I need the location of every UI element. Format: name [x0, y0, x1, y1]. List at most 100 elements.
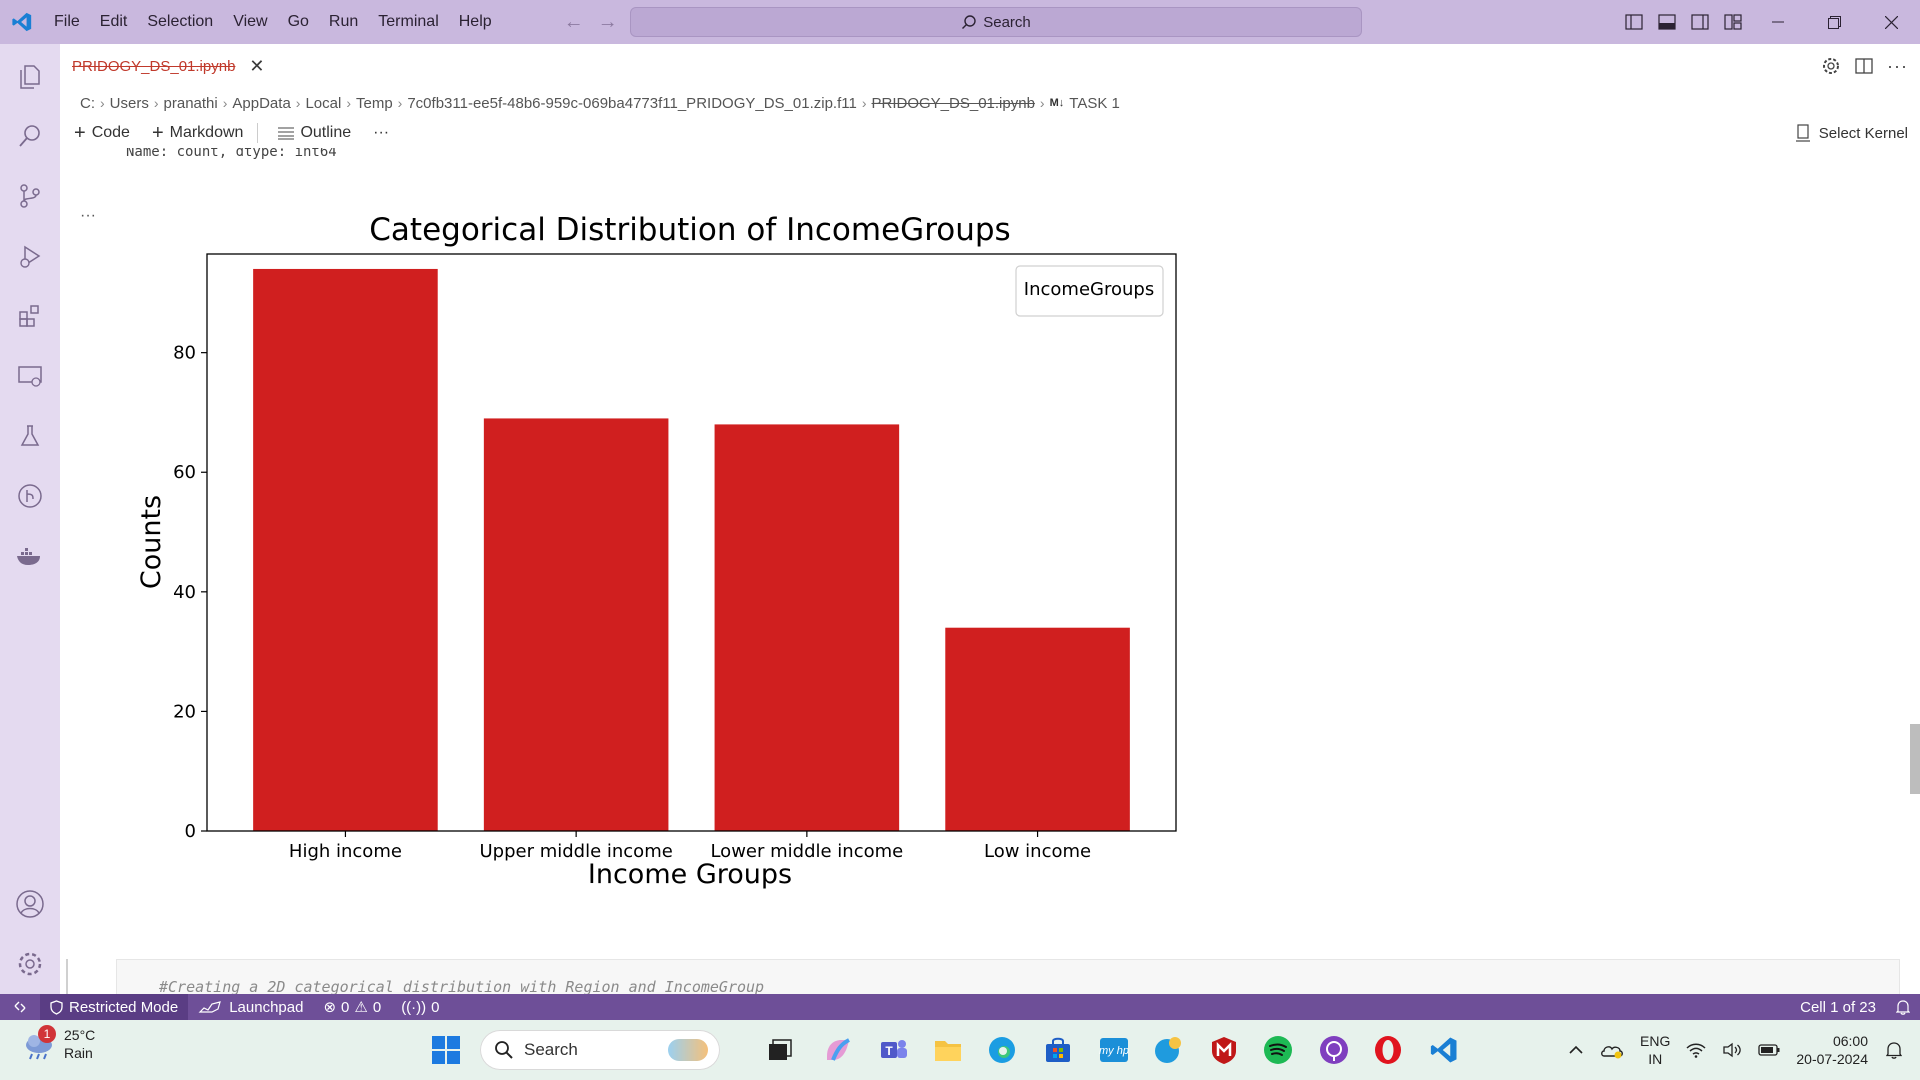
toolbar-divider	[257, 123, 259, 143]
show-hidden-icons-chevron-icon[interactable]	[1560, 1045, 1592, 1055]
settings-gear-icon[interactable]	[1821, 56, 1841, 76]
feedback-app-icon[interactable]	[1150, 1032, 1186, 1068]
search-view-icon[interactable]	[0, 112, 60, 160]
y-tick-label: 80	[173, 343, 196, 364]
search-icon	[495, 1041, 513, 1059]
restore-button[interactable]	[1806, 0, 1863, 44]
menu-view[interactable]: View	[233, 13, 268, 30]
rocket-icon	[198, 1001, 222, 1013]
extensions-icon[interactable]	[0, 292, 60, 340]
add-markdown-cell-button[interactable]: + Markdown	[144, 123, 252, 143]
notification-center-bell-icon[interactable]	[1878, 1041, 1920, 1059]
close-window-button[interactable]	[1863, 0, 1920, 44]
taskbar-search-box[interactable]: Search	[480, 1030, 720, 1070]
list-icon	[278, 127, 295, 140]
mcafee-icon[interactable]	[1206, 1032, 1242, 1068]
tab-close-icon[interactable]: ✕	[249, 55, 265, 76]
task-view-icon[interactable]	[762, 1032, 798, 1068]
add-code-cell-button[interactable]: + Code	[66, 123, 138, 143]
split-editor-icon[interactable]	[1855, 57, 1873, 75]
forward-arrow-icon[interactable]: →	[597, 10, 618, 33]
breadcrumb-file[interactable]: PRIDOGY_DS_01.ipynb	[871, 94, 1035, 112]
remote-indicator-icon[interactable]	[0, 994, 40, 1020]
notifications-bell-icon[interactable]	[1886, 994, 1920, 1020]
remote-explorer-icon[interactable]	[0, 352, 60, 400]
vscode-taskbar-icon[interactable]	[1426, 1032, 1462, 1068]
run-debug-icon[interactable]	[0, 232, 60, 280]
weather-widget[interactable]: 1 25°C Rain	[22, 1025, 95, 1062]
toggle-panel-icon[interactable]	[1650, 0, 1683, 44]
bar-lower-middle-income	[714, 424, 900, 831]
explorer-icon[interactable]	[0, 52, 60, 100]
menu-edit[interactable]: Edit	[99, 13, 128, 30]
breadcrumb-item[interactable]: Users	[109, 94, 149, 112]
minimize-button[interactable]	[1749, 0, 1806, 44]
warning-icon: ⚠	[354, 999, 368, 1016]
breadcrumb-item[interactable]: AppData	[232, 94, 291, 112]
outline-button[interactable]: Outline	[270, 124, 359, 142]
launchpad-indicator[interactable]: Launchpad	[188, 994, 313, 1020]
region-code: IN	[1648, 1051, 1663, 1067]
x-tick-label: Lower middle income	[710, 841, 903, 862]
battery-icon[interactable]	[1750, 1044, 1788, 1056]
command-center-search[interactable]: Search	[630, 7, 1362, 37]
copilot-icon[interactable]	[820, 1032, 856, 1068]
testing-icon[interactable]	[0, 412, 60, 460]
menu-terminal[interactable]: Terminal	[378, 13, 439, 30]
spotify-icon[interactable]	[1260, 1032, 1296, 1068]
volume-icon[interactable]	[1714, 1042, 1750, 1058]
wifi-icon[interactable]	[1678, 1042, 1714, 1058]
breadcrumb-item[interactable]: pranathi	[163, 94, 218, 112]
chart-title: Categorical Distribution of IncomeGroups	[369, 212, 1010, 248]
toggle-secondary-sidebar-icon[interactable]	[1683, 0, 1716, 44]
tab-notebook[interactable]: PRIDOGY_DS_01.ipynb ✕	[60, 44, 277, 88]
docker-icon[interactable]	[0, 532, 60, 580]
breadcrumb-item[interactable]: Local	[305, 94, 342, 112]
select-kernel-button[interactable]: Select Kernel	[1795, 118, 1908, 148]
more-actions-icon[interactable]: ···	[1887, 55, 1908, 76]
ports-count: 0	[431, 998, 440, 1016]
chevron-right-icon: ›	[222, 95, 228, 111]
chevron-right-icon: ›	[861, 95, 867, 111]
menu-selection[interactable]: Selection	[147, 13, 214, 30]
file-explorer-icon[interactable]	[930, 1032, 966, 1068]
cell-output-menu-icon[interactable]: ···	[80, 207, 96, 224]
cell-position-indicator[interactable]: Cell 1 of 23	[1790, 994, 1886, 1020]
menu-help[interactable]: Help	[458, 13, 492, 30]
breadcrumb-section[interactable]: TASK 1	[1069, 94, 1120, 112]
next-code-cell[interactable]: #Creating a 2D categorical distribution …	[116, 959, 1900, 999]
clock[interactable]: 06:00 20-07-2024	[1788, 1032, 1878, 1068]
windows-start-icon[interactable]	[428, 1032, 464, 1068]
toolbar-more-button[interactable]: ···	[365, 124, 397, 142]
y-tick-label: 0	[185, 821, 196, 842]
breadcrumb-item[interactable]: C:	[80, 94, 95, 112]
accounts-icon[interactable]	[0, 880, 60, 928]
language-indicator[interactable]: ENG IN	[1632, 1032, 1678, 1068]
customize-layout-icon[interactable]	[1716, 0, 1749, 44]
scrollbar-thumb[interactable]	[1910, 724, 1920, 794]
breadcrumb-item[interactable]: Temp	[355, 94, 393, 112]
edge-browser-icon[interactable]	[984, 1032, 1020, 1068]
y-tick-label: 20	[173, 701, 196, 722]
git-graph-icon[interactable]	[0, 472, 60, 520]
breadcrumb-item[interactable]: 7c0fb311-ee5f-48b6-959c-069ba4773f11_PRI…	[407, 94, 857, 112]
opera-browser-icon[interactable]	[1370, 1032, 1406, 1068]
hp-app-icon[interactable]: my hp	[1096, 1032, 1132, 1068]
microsoft-store-icon[interactable]	[1040, 1032, 1076, 1068]
ports-indicator[interactable]: ((·)) 0	[391, 994, 449, 1020]
toggle-primary-sidebar-icon[interactable]	[1617, 0, 1650, 44]
outline-label: Outline	[300, 124, 352, 141]
restricted-mode-indicator[interactable]: Restricted Mode	[40, 994, 189, 1020]
menu-run[interactable]: Run	[328, 13, 359, 30]
chevron-right-icon: ›	[100, 95, 105, 111]
manage-gear-icon[interactable]	[0, 940, 60, 988]
menu-file[interactable]: File	[54, 13, 80, 30]
vscode-logo-icon	[0, 0, 44, 44]
onedrive-icon[interactable]	[1592, 1041, 1632, 1059]
problems-indicator[interactable]: ⊗ 0 ⚠ 0	[313, 994, 391, 1020]
github-desktop-icon[interactable]	[1316, 1032, 1352, 1068]
back-arrow-icon[interactable]: ←	[563, 10, 584, 33]
source-control-icon[interactable]	[0, 172, 60, 220]
menu-go[interactable]: Go	[287, 13, 309, 30]
teams-icon[interactable]: T	[876, 1032, 912, 1068]
